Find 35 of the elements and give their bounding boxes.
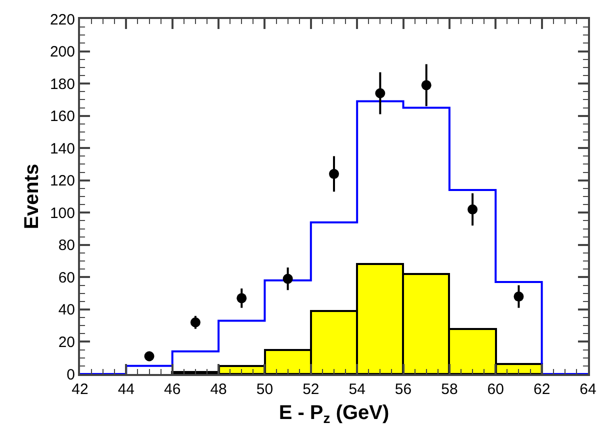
point: [375, 88, 386, 98]
y-tick-label: 160: [50, 108, 75, 126]
y-tick-label: 120: [50, 172, 75, 190]
y-tick-label: 200: [50, 44, 75, 61]
point: [329, 168, 339, 179]
x-tick-label: 54: [348, 381, 366, 398]
point: [282, 274, 293, 284]
y-tick-label: 180: [50, 76, 75, 93]
y-tick-label: 140: [50, 140, 75, 158]
x-tick-label: 58: [441, 381, 458, 398]
x-axis-title: E - P$_{z}$ (GeV): [278, 402, 390, 426]
y-axis-title: Events: [20, 164, 43, 230]
x-tick-label: 46: [164, 381, 181, 398]
x-tick-label: 48: [210, 381, 227, 398]
y-tick-label: 100: [50, 204, 75, 222]
y-tick-label: 20: [58, 334, 75, 351]
y-tick-label: 220: [50, 11, 75, 28]
y-tick-label: 80: [58, 237, 75, 254]
x-tick-label: 60: [487, 381, 504, 398]
point: [190, 317, 200, 328]
x-tick-label: 64: [580, 381, 596, 398]
point: [236, 293, 247, 304]
x-tick-label: 42: [72, 381, 88, 398]
y-tick-label: 40: [58, 302, 75, 319]
point: [144, 351, 154, 362]
y-tick-label: 60: [58, 269, 75, 286]
x-tick-label: 44: [118, 381, 135, 398]
point: [514, 292, 524, 302]
x-tick-label: 62: [533, 381, 550, 398]
point: [421, 80, 432, 90]
x-tick-label: 52: [302, 381, 320, 398]
x-tick-label: 56: [394, 381, 412, 398]
x-tick-label: 50: [256, 381, 274, 398]
y-tick-label: 0: [66, 366, 75, 384]
point: [468, 204, 478, 214]
